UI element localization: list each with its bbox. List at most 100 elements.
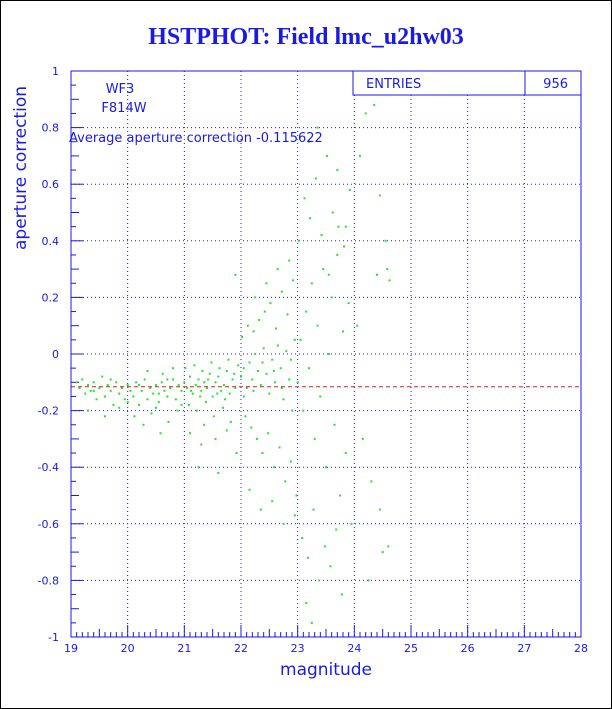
data-point — [244, 415, 247, 418]
data-point — [259, 384, 262, 387]
data-point — [293, 514, 296, 517]
data-point — [123, 398, 126, 401]
average-label: Average aperture correction -0.115622 — [69, 131, 323, 146]
data-point — [199, 395, 202, 398]
data-point — [180, 403, 183, 406]
data-point — [276, 268, 279, 271]
filter-label: F814W — [101, 101, 146, 116]
data-point — [336, 169, 339, 172]
data-point — [89, 389, 92, 392]
data-point — [228, 392, 231, 395]
data-point — [191, 392, 194, 395]
data-point — [161, 372, 164, 375]
data-point — [241, 336, 244, 338]
data-point — [183, 381, 186, 384]
data-point — [146, 398, 149, 401]
data-point — [221, 406, 224, 409]
data-point — [282, 398, 285, 401]
data-point — [101, 375, 104, 378]
data-point — [344, 225, 347, 228]
data-point — [276, 344, 279, 347]
data-point — [297, 239, 300, 242]
data-point — [306, 556, 309, 559]
data-point — [149, 387, 152, 389]
data-point — [121, 387, 123, 389]
data-point — [197, 466, 200, 469]
data-point — [224, 398, 227, 401]
data-point — [118, 406, 121, 409]
data-point — [214, 381, 217, 384]
data-point — [245, 387, 248, 389]
data-point — [361, 437, 364, 440]
data-point — [152, 392, 155, 395]
data-point — [242, 395, 245, 398]
data-point — [381, 551, 384, 554]
data-point — [314, 177, 317, 180]
data-point — [237, 364, 240, 367]
data-point — [336, 253, 339, 256]
data-point — [329, 565, 332, 568]
data-point — [295, 494, 298, 497]
data-point — [229, 420, 232, 423]
x-tick-label: 20 — [121, 642, 135, 655]
data-point — [310, 282, 313, 285]
data-point — [305, 602, 308, 604]
grid-lines — [71, 71, 581, 637]
data-point — [87, 384, 89, 387]
x-tick-label: 27 — [517, 642, 531, 655]
data-point — [95, 398, 98, 401]
x-tick-label: 25 — [404, 642, 418, 655]
data-point — [208, 372, 211, 375]
data-point — [197, 378, 200, 381]
data-point — [265, 282, 268, 285]
data-point — [301, 537, 304, 539]
data-point — [246, 324, 249, 327]
data-point — [271, 500, 274, 503]
data-point — [231, 378, 234, 381]
data-point — [261, 452, 264, 454]
data-point — [109, 378, 112, 381]
data-point — [322, 268, 325, 271]
data-point — [166, 395, 169, 398]
data-point — [159, 432, 162, 435]
data-point — [254, 296, 257, 299]
data-point — [220, 389, 223, 392]
data-point — [261, 361, 264, 364]
data-point — [135, 381, 138, 384]
data-point — [172, 367, 174, 370]
data-point — [327, 353, 330, 355]
data-point — [190, 389, 193, 392]
data-point — [118, 392, 121, 395]
data-point — [333, 423, 336, 426]
data-point — [180, 389, 183, 392]
data-point — [115, 381, 118, 384]
data-point — [87, 409, 89, 412]
data-point — [217, 375, 220, 378]
y-tick-label: 0.4 — [42, 235, 60, 248]
data-point — [359, 154, 361, 157]
data-point — [268, 392, 271, 395]
average-label-text: Average aperture correction — [69, 131, 252, 146]
data-point — [323, 545, 326, 548]
data-point — [155, 384, 157, 387]
data-point — [172, 378, 174, 381]
data-point — [140, 389, 143, 392]
data-point — [138, 403, 140, 406]
data-point — [157, 401, 160, 404]
data-point — [308, 367, 310, 370]
data-point — [201, 370, 204, 372]
y-axis-label: aperture correction — [11, 86, 31, 250]
data-point — [211, 395, 214, 398]
data-point — [356, 324, 359, 327]
data-point — [255, 437, 258, 440]
data-point — [206, 387, 208, 389]
data-point — [325, 466, 327, 469]
data-point — [309, 217, 312, 220]
data-point — [227, 358, 230, 361]
data-point — [319, 395, 322, 398]
x-tick-label: 26 — [461, 642, 475, 655]
data-point — [348, 188, 351, 191]
data-point — [318, 579, 321, 582]
data-point — [155, 406, 157, 409]
data-point — [195, 409, 198, 412]
